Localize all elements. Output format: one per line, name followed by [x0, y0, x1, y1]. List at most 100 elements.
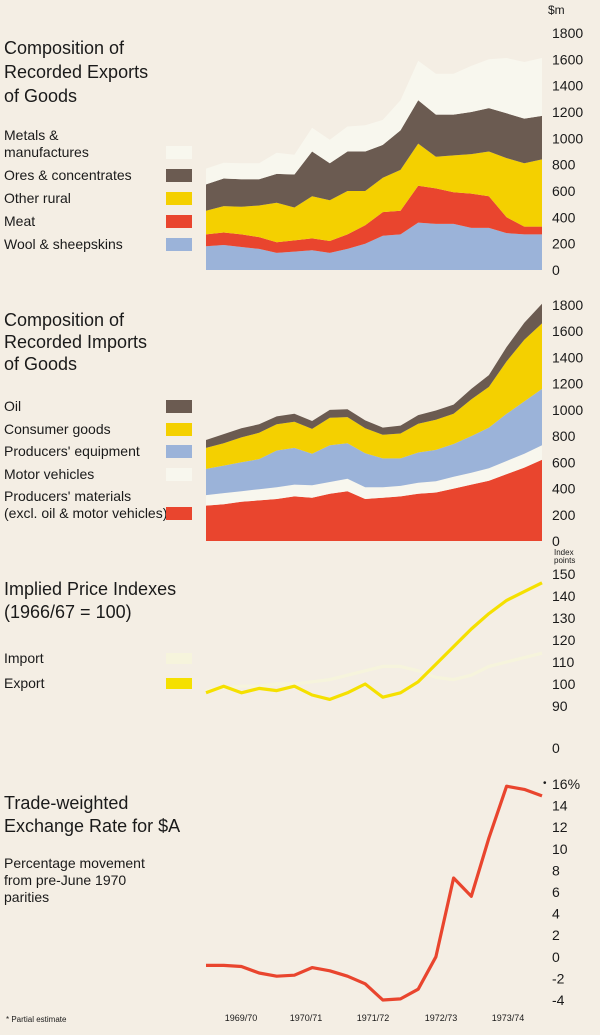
imports-y-ticks: 0 200 400 600 800 1000 1200 1400 1600 1800 — [552, 297, 583, 549]
partial-estimate-marker: • — [543, 778, 547, 789]
index-unit-line: points — [554, 556, 575, 565]
price-index-y-ticks: 0 90 100 110 120 130 140 150 — [552, 566, 576, 756]
y-tick-label: 130 — [552, 610, 576, 626]
y-tick-label: 1200 — [552, 104, 583, 120]
line-import — [205, 651, 543, 693]
y-tick-label: 1800 — [552, 25, 583, 41]
title-line: Percentage movement — [4, 855, 145, 871]
y-tick-label: 1600 — [552, 323, 583, 339]
y-tick-label: 2 — [552, 927, 560, 943]
legend-swatch-other-rural — [166, 192, 192, 205]
y-tick-label: -4 — [552, 992, 565, 1008]
legend-label: Import — [4, 650, 44, 666]
y-tick-label: 6 — [552, 884, 560, 900]
y-tick-label: 8 — [552, 862, 560, 878]
exchange-rate-plot — [206, 784, 543, 1002]
x-tick-label: 1972/73 — [425, 1013, 458, 1023]
title-line: Exchange Rate for $A — [4, 816, 180, 836]
legend-swatch-meat — [166, 215, 192, 228]
y-tick-label: 400 — [552, 209, 576, 225]
imports-plot — [206, 303, 542, 541]
line-exchange-rate — [206, 784, 543, 1002]
line-export — [205, 581, 543, 702]
area-oil — [206, 303, 542, 448]
title-line: Composition of — [4, 38, 125, 58]
y-tick-label: 16% — [552, 776, 580, 792]
legend-label: (excl. oil & motor vehicles) — [4, 505, 167, 521]
area-metals-manufactures — [206, 58, 542, 185]
legend-label: Producers' materials — [4, 488, 131, 504]
legend-swatch-motor-vehicles — [166, 468, 192, 481]
title-line: of Goods — [4, 354, 77, 374]
legend-label: Ores & concentrates — [4, 167, 132, 183]
y-tick-label: 90 — [552, 698, 568, 714]
legend-swatch-ores-concentrates — [166, 169, 192, 182]
y-tick-label: 1200 — [552, 376, 583, 392]
y-tick-label: 14 — [552, 798, 568, 814]
legend-label: Meat — [4, 213, 35, 229]
title-line: Trade-weighted — [4, 793, 128, 813]
price-index-title: Implied Price Indexes (1966/67 = 100) — [4, 579, 176, 622]
title-line: parities — [4, 889, 49, 905]
y-tick-label: 110 — [552, 654, 575, 670]
y-tick-label: 400 — [552, 481, 576, 497]
area-producers-materials-excl-oil-motor-vehicles — [206, 459, 542, 541]
legend-swatch-import — [166, 653, 192, 664]
price-index-panel: Implied Price Indexes (1966/67 = 100) Ind… — [4, 548, 576, 756]
area-meat — [206, 185, 542, 253]
legend-swatch-producers-equipment — [166, 445, 192, 458]
x-tick-label: 1969/70 — [225, 1013, 258, 1023]
y-tick-label: 150 — [552, 566, 576, 582]
area-wool-sheepskins — [206, 222, 542, 270]
title-line: (1966/67 = 100) — [4, 602, 132, 622]
legend-swatch-export — [166, 678, 192, 689]
y-tick-label: 800 — [552, 157, 576, 173]
exports-plot — [206, 58, 542, 270]
imports-legend: Oil Consumer goods Producers' equipment Mot… — [4, 398, 192, 521]
legend-swatch-oil — [166, 400, 192, 413]
y-tick-label: 1000 — [552, 402, 583, 418]
y-tick-label: 1400 — [552, 78, 583, 94]
legend-swatch-metals-manufactures — [166, 146, 192, 159]
y-tick-label: 120 — [552, 632, 576, 648]
area-consumer-goods — [206, 323, 542, 469]
y-tick-label: 0 — [552, 740, 560, 756]
y-tick-label: 1800 — [552, 297, 583, 313]
legend-label: Oil — [4, 398, 21, 414]
exchange-rate-panel: Trade-weighted Exchange Rate for $A Perce… — [4, 776, 580, 1008]
title-line: Recorded Exports — [4, 62, 148, 82]
y-tick-label: 200 — [552, 236, 576, 252]
area-motor-vehicles — [206, 445, 542, 506]
footnote: * Partial estimate — [6, 1015, 67, 1024]
area-other-rural — [206, 143, 542, 243]
exports-title: Composition of Recorded Exports of Goods — [4, 38, 148, 106]
y-tick-label: 0 — [552, 262, 560, 278]
x-tick-label: 1973/74 — [492, 1013, 525, 1023]
title-line: of Goods — [4, 86, 77, 106]
title-line: from pre-June 1970 — [4, 872, 126, 888]
exchange-rate-title: Trade-weighted Exchange Rate for $A — [4, 793, 180, 836]
area-producers-equipment — [206, 388, 542, 496]
y-tick-label: -2 — [552, 970, 565, 986]
x-axis-ticks: 1969/70 1970/71 1971/72 1972/73 1973/74 — [225, 1013, 525, 1023]
x-tick-label: 1971/72 — [357, 1013, 390, 1023]
legend-label: manufactures — [4, 144, 89, 160]
exchange-rate-y-ticks: 16% 14 12 10 8 6 4 2 0 -2 -4 • — [543, 776, 580, 1008]
y-tick-label: 600 — [552, 183, 576, 199]
y-tick-label: 4 — [552, 906, 560, 922]
legend-label: Producers' equipment — [4, 443, 140, 459]
y-tick-label: 140 — [552, 588, 576, 604]
exports-panel: Composition of Recorded Exports of Goods $… — [4, 3, 583, 278]
price-index-plot — [205, 581, 543, 702]
legend-label: Motor vehicles — [4, 466, 94, 482]
unit-label: $m — [548, 3, 565, 17]
y-tick-label: 800 — [552, 428, 576, 444]
y-tick-label: 200 — [552, 507, 576, 523]
legend-swatch-wool-sheepskins — [166, 238, 192, 251]
price-index-legend: Import Export — [4, 650, 192, 691]
y-tick-label: 10 — [552, 841, 568, 857]
legend-label: Wool & sheepskins — [4, 236, 123, 252]
